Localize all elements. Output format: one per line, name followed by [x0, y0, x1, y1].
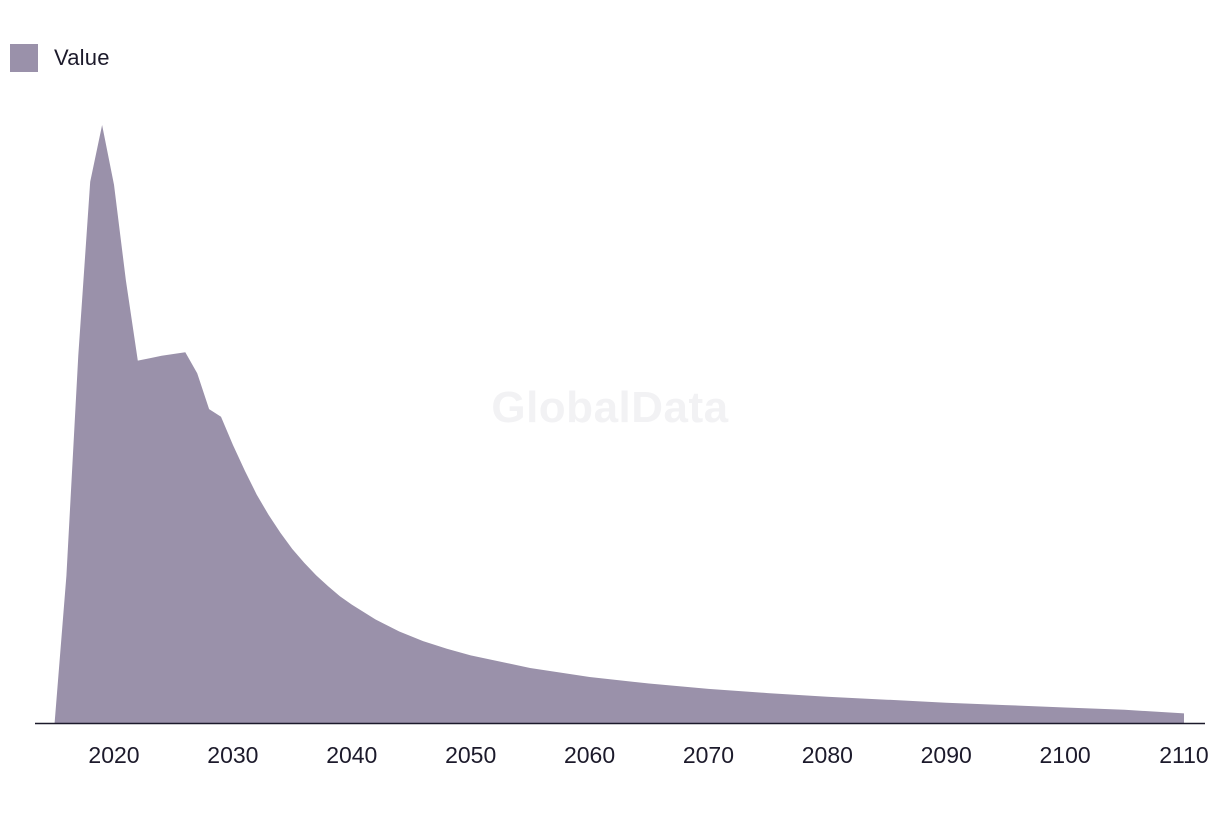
- watermark: GlobalData: [491, 383, 729, 432]
- legend-label: Value: [54, 45, 110, 70]
- series-area-value: [54, 125, 1185, 723]
- x-tick-label: 2020: [88, 742, 139, 768]
- x-tick-label: 2080: [802, 742, 853, 768]
- x-tick-label: 2040: [326, 742, 377, 768]
- legend: Value: [10, 44, 110, 72]
- x-tick-label: 2110: [1159, 742, 1208, 768]
- legend-swatch: [10, 44, 38, 72]
- x-tick-label: 2060: [564, 742, 615, 768]
- x-tick-label: 2030: [207, 742, 258, 768]
- x-tick-label: 2050: [445, 742, 496, 768]
- x-tick-label: 2100: [1040, 742, 1091, 768]
- x-tick-label: 2090: [921, 742, 972, 768]
- x-tick-label: 2070: [683, 742, 734, 768]
